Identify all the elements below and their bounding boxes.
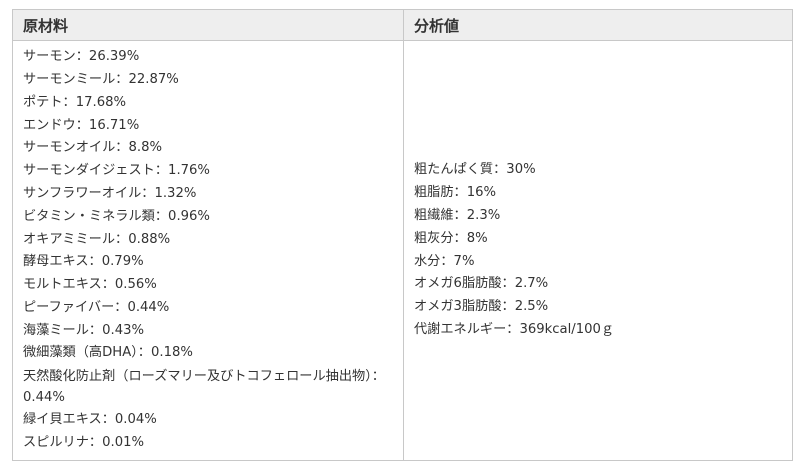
ingredient-item: サーモンダイジェスト：1.76% xyxy=(23,163,210,179)
analysis-item: オメガ6脂肪酸：2.7% xyxy=(414,276,549,292)
ingredient-item: スピルリナ：0.01% xyxy=(23,435,145,451)
analysis-item: オメガ3脂肪酸：2.5% xyxy=(414,299,549,315)
ingredient-item: 緑イ貝エキス：0.04% xyxy=(23,412,157,428)
ingredient-item: 酵母エキス：0.79% xyxy=(23,254,144,270)
ingredient-item: 微細藻類（高DHA）：0.18% xyxy=(23,345,193,361)
ingredient-item: サーモン：26.39% xyxy=(23,49,140,65)
ingredients-header: 原材料 xyxy=(12,9,404,41)
analysis-item: 粗繊維：2.3% xyxy=(414,207,501,223)
analysis-item: 粗脂肪：16% xyxy=(414,185,497,201)
analysis-item: 粗たんぱく質：30% xyxy=(414,162,536,178)
ingredients-cell: サーモン：26.39% サーモンミール：22.87% ポテト：17.68% エン… xyxy=(12,40,404,461)
analysis-header: 分析値 xyxy=(403,9,793,41)
nutrition-spec-table: 原材料 分析値 サーモン：26.39% サーモンミール：22.87% ポテト：1… xyxy=(12,9,793,461)
ingredient-item: モルトエキス：0.56% xyxy=(23,277,157,293)
ingredients-list: サーモン：26.39% サーモンミール：22.87% ポテト：17.68% エン… xyxy=(23,46,393,455)
table-header-row: 原材料 分析値 xyxy=(12,9,793,41)
ingredient-item: サンフラワーオイル：1.32% xyxy=(23,185,197,201)
analysis-list: 粗たんぱく質：30% 粗脂肪：16% 粗繊維：2.3% 粗灰分：8% 水分：7%… xyxy=(414,159,782,341)
ingredient-item: 天然酸化防止剤（ローズマリー及びトコフェロール抽出物）：0.44% xyxy=(23,369,385,406)
ingredient-item: サーモンオイル：8.8% xyxy=(23,140,163,156)
analysis-cell: 粗たんぱく質：30% 粗脂肪：16% 粗繊維：2.3% 粗灰分：8% 水分：7%… xyxy=(403,40,793,461)
analysis-item: 代謝エネルギー：369kcal/100ｇ xyxy=(414,321,615,337)
analysis-item: 粗灰分：8% xyxy=(414,230,488,246)
ingredient-item: サーモンミール：22.87% xyxy=(23,71,179,87)
ingredient-item: オキアミミール：0.88% xyxy=(23,231,171,247)
ingredient-item: エンドウ：16.71% xyxy=(23,117,140,133)
analysis-item: 水分：7% xyxy=(414,253,475,269)
table-body-row: サーモン：26.39% サーモンミール：22.87% ポテト：17.68% エン… xyxy=(12,40,793,461)
ingredient-item: ビタミン・ミネラル類：0.96% xyxy=(23,208,210,224)
ingredient-item: 海藻ミール：0.43% xyxy=(23,322,145,338)
ingredient-item: ポテト：17.68% xyxy=(23,94,127,110)
ingredient-item: ピーファイバー：0.44% xyxy=(23,299,170,315)
